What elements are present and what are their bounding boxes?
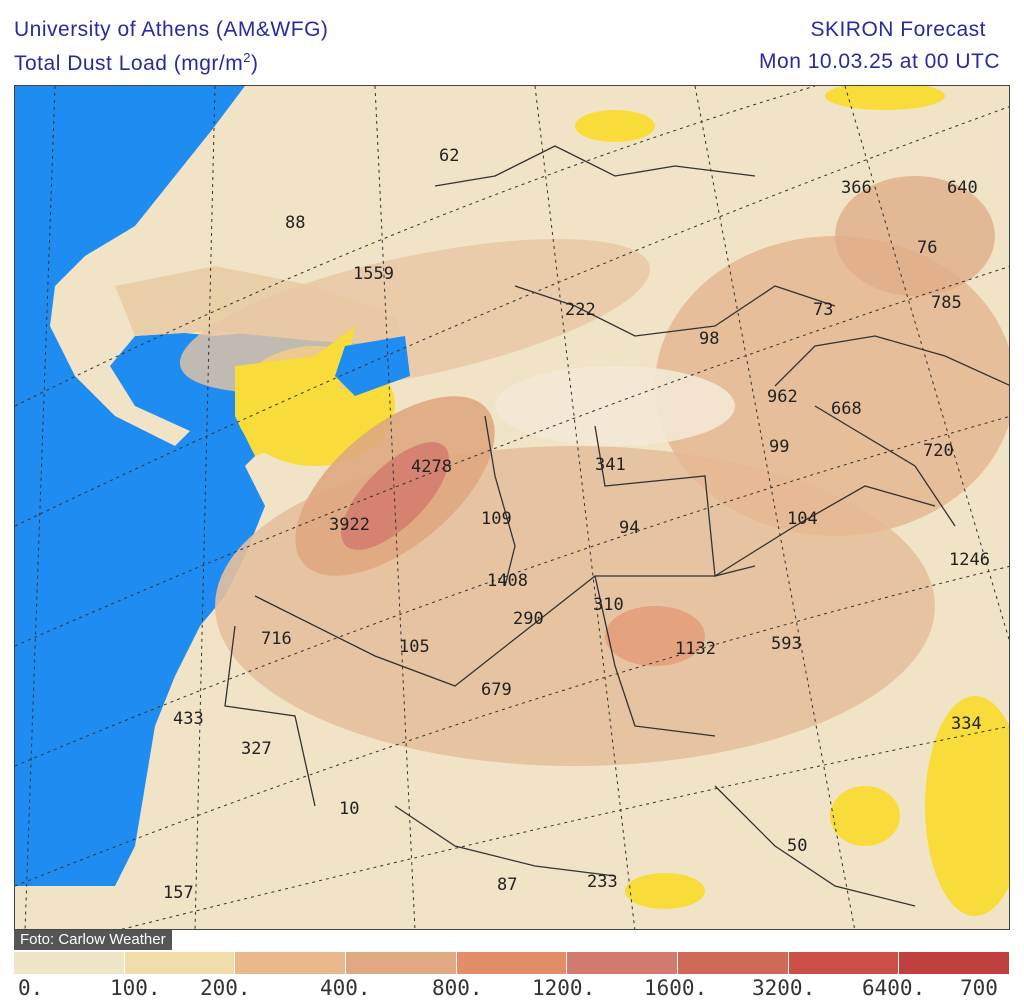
legend-tick: 100. — [110, 976, 161, 1000]
dust-value-label: 1132 — [675, 639, 716, 659]
dust-value-label: 716 — [261, 629, 292, 649]
legend-tick: 6400. — [862, 976, 926, 1000]
dust-value-label: 233 — [587, 872, 618, 892]
yellow-patch-east2 — [830, 786, 900, 846]
legend-swatch — [124, 952, 236, 974]
dust-value-label: 104 — [787, 509, 818, 529]
yellow-patch-south — [625, 873, 705, 909]
legend-swatch — [235, 952, 347, 974]
dust-value-label: 76 — [917, 238, 937, 258]
legend-tick: 1600. — [644, 976, 708, 1000]
legend-swatch — [788, 952, 900, 974]
dust-value-labels: 62 366 640 88 76 1559 73 785 222 98 962 668 4278 341 9… — [163, 146, 990, 903]
dust-value-label: 88 — [285, 213, 305, 233]
legend-swatch — [456, 952, 568, 974]
yellow-patch-northeast — [825, 86, 945, 110]
dust-value-label: 73 — [813, 300, 833, 320]
dust-value-label: 720 — [923, 441, 954, 461]
legend-tick: 200. — [200, 976, 251, 1000]
variable-title: Total Dust Load (mgr/m2) — [14, 50, 258, 76]
mediterranean-west — [335, 336, 410, 396]
dust-region-europe — [179, 238, 651, 394]
dust-value-label: 98 — [699, 329, 719, 349]
model-title: SKIRON Forecast — [810, 18, 986, 41]
legend-swatch — [899, 952, 1011, 974]
atlantic-ocean — [15, 86, 410, 886]
variable-text: Total Dust Load (mgr/m — [14, 52, 244, 75]
dust-value-label: 785 — [931, 293, 962, 313]
color-legend — [14, 952, 1011, 974]
dust-value-label: 4278 — [411, 457, 452, 477]
country-borders — [224, 145, 1009, 907]
dust-region-middle-east — [655, 236, 1009, 536]
variable-close: ) — [250, 52, 259, 75]
dust-value-label: 50 — [787, 836, 807, 856]
dust-value-label: 310 — [593, 595, 624, 615]
legend-tick: 1200. — [532, 976, 596, 1000]
dust-core-chad — [605, 606, 705, 666]
valid-time: Mon 10.03.25 at 00 UTC — [759, 50, 1000, 73]
dust-value-label: 105 — [399, 637, 430, 657]
dust-core-atlas — [341, 442, 449, 550]
dust-map: 62 366 640 88 76 1559 73 785 222 98 962 668 4278 341 9… — [14, 85, 1010, 930]
legend-swatch — [567, 952, 679, 974]
legend-tick: 800. — [432, 976, 483, 1000]
dust-plume-ocean — [50, 86, 315, 446]
legend-ticks: 0. 100. 200. 400. 800. 1200. 1600. 3200. 6400. 70… — [0, 976, 1024, 1000]
dust-value-label: 109 — [481, 509, 512, 529]
dust-region-caspian — [835, 176, 995, 296]
yellow-patch-east — [925, 696, 1009, 916]
dust-value-label: 679 — [481, 680, 512, 700]
clear-region-aegean — [495, 366, 735, 446]
yellow-patch-north — [575, 110, 655, 142]
dust-value-label: 593 — [771, 634, 802, 654]
legend-swatch — [346, 952, 457, 974]
dust-value-label: 433 — [173, 709, 204, 729]
dust-map-canvas: 62 366 640 88 76 1559 73 785 222 98 962 668 4278 341 9… — [15, 86, 1009, 929]
institution-title: University of Athens (AM&WFG) — [14, 18, 329, 41]
legend-tick: 3200. — [752, 976, 816, 1000]
dust-value-label: 341 — [595, 455, 626, 475]
legend-tick: 700 — [960, 976, 998, 1000]
dust-value-label: 1559 — [353, 264, 394, 284]
dust-value-label: 1408 — [487, 571, 528, 591]
dust-value-label: 366 — [841, 178, 872, 198]
legend-swatch — [678, 952, 789, 974]
dust-value-label: 222 — [565, 300, 596, 320]
dust-value-label: 334 — [951, 714, 982, 734]
legend-swatch — [14, 952, 125, 974]
dust-value-label: 640 — [947, 178, 978, 198]
graticule — [15, 86, 1009, 929]
variable-superscript: 2 — [243, 50, 251, 65]
dust-value-label: 157 — [163, 883, 194, 903]
dust-value-label: 99 — [769, 437, 789, 457]
dust-value-label: 327 — [241, 739, 272, 759]
dust-value-label: 10 — [339, 799, 359, 819]
dust-value-label: 668 — [831, 399, 862, 419]
dust-value-label: 3922 — [329, 515, 370, 535]
dust-value-label: 94 — [619, 518, 639, 538]
legend-tick: 400. — [320, 976, 371, 1000]
dust-value-label: 87 — [497, 875, 517, 895]
dust-value-label: 62 — [439, 146, 459, 166]
photo-credit: Foto: Carlow Weather — [14, 930, 172, 950]
dust-value-label: 962 — [767, 387, 798, 407]
dust-value-label: 290 — [513, 609, 544, 629]
iberia-yellow — [235, 326, 355, 456]
legend-tick: 0. — [18, 976, 44, 1000]
dust-value-label: 1246 — [949, 550, 990, 570]
